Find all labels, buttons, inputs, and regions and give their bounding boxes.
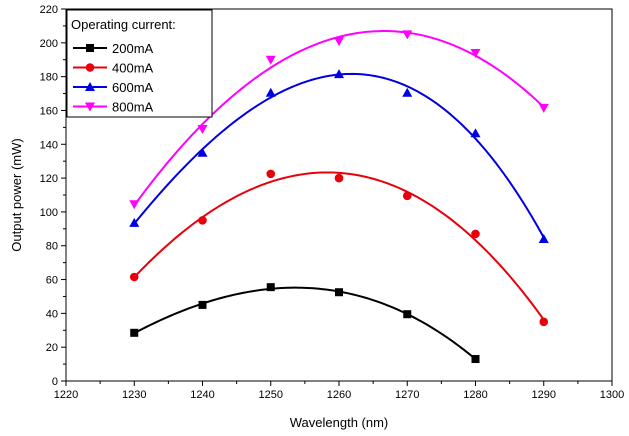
- data-markers: [129, 30, 549, 364]
- data-point-200mA: [266, 283, 275, 292]
- legend-label-200mA: 200mA: [112, 41, 154, 56]
- data-point-200mA: [403, 310, 412, 319]
- legend-label-600mA: 600mA: [112, 80, 154, 95]
- data-point-400mA: [198, 216, 207, 225]
- legend: Operating current: 200mA 400mA 600mA 800mA: [66, 9, 213, 118]
- x-tick-label: 1270: [395, 389, 419, 401]
- legend-items: 200mA 400mA 600mA 800mA: [73, 41, 154, 115]
- data-point-600mA: [265, 87, 276, 97]
- data-point-800mA: [334, 37, 344, 47]
- data-point-400mA: [334, 173, 344, 183]
- y-axis-ticks: 0 20 40 60 80 100 120 140 160 180 200 220: [40, 4, 66, 388]
- data-point-600mA: [197, 147, 208, 157]
- x-axis-ticks: 1220 1230 1240 1250 1260 1270 1280 1290 1300: [54, 381, 624, 401]
- data-point-600mA: [470, 128, 481, 138]
- data-point-800mA: [129, 200, 140, 210]
- x-tick-label: 1260: [327, 389, 351, 401]
- data-point-400mA: [266, 169, 276, 179]
- data-point-400mA: [129, 272, 139, 282]
- legend-marker-400mA: [85, 63, 95, 72]
- data-point-800mA: [470, 48, 481, 58]
- data-point-600mA: [129, 217, 140, 227]
- data-point-200mA: [471, 355, 480, 364]
- x-tick-label: 1300: [600, 389, 624, 401]
- y-tick-label: 220: [40, 4, 58, 16]
- data-point-600mA: [538, 233, 549, 243]
- y-axis-title: Output power (mW): [9, 138, 24, 251]
- x-tick-label: 1280: [463, 389, 487, 401]
- data-point-200mA: [198, 300, 207, 309]
- y-tick-label: 80: [46, 241, 58, 253]
- y-tick-label: 60: [46, 275, 58, 287]
- x-tick-label: 1230: [122, 389, 146, 401]
- data-point-400mA: [402, 191, 412, 201]
- y-tick-label: 100: [40, 207, 58, 219]
- y-tick-label: 160: [40, 105, 58, 117]
- legend-label-800mA: 800mA: [112, 100, 154, 115]
- fit-curve-200mA: [133, 286, 477, 360]
- legend-label-400mA: 400mA: [112, 61, 154, 76]
- data-point-800mA: [265, 55, 276, 65]
- y-tick-label: 40: [46, 308, 58, 320]
- data-point-800mA: [402, 30, 413, 40]
- data-point-200mA: [130, 328, 139, 337]
- data-point-800mA: [197, 125, 208, 135]
- y-tick-label: 0: [52, 376, 58, 388]
- x-tick-label: 1240: [190, 389, 214, 401]
- data-point-800mA: [538, 103, 549, 113]
- y-tick-label: 20: [46, 342, 58, 354]
- fit-curve-400mA: [133, 171, 545, 321]
- legend-marker-200mA: [86, 44, 94, 52]
- data-point-600mA: [402, 87, 413, 97]
- legend-marker-600mA: [85, 82, 95, 91]
- data-point-400mA: [539, 317, 549, 327]
- data-point-400mA: [471, 229, 480, 239]
- x-tick-label: 1220: [54, 389, 78, 401]
- legend-title: Operating current:: [71, 17, 176, 32]
- y-tick-label: 200: [40, 38, 58, 50]
- data-point-200mA: [335, 288, 343, 297]
- x-axis-title: Wavelength (nm): [290, 415, 389, 430]
- y-tick-label: 120: [40, 173, 58, 185]
- x-tick-label: 1290: [532, 389, 556, 401]
- x-tick-label: 1250: [259, 389, 283, 401]
- y-tick-label: 140: [40, 139, 58, 151]
- data-point-600mA: [334, 69, 344, 79]
- y-tick-label: 180: [40, 72, 58, 84]
- legend-marker-800mA: [85, 102, 95, 112]
